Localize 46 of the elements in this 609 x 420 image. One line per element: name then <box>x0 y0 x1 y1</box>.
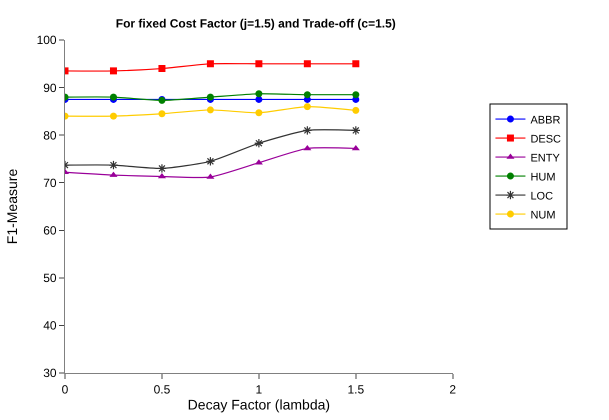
point <box>255 109 262 116</box>
legend-label: HUM <box>530 171 556 184</box>
point <box>255 96 262 103</box>
point <box>206 60 214 68</box>
x-tick-label: 2 <box>449 382 456 396</box>
y-tick-label: 90 <box>43 80 57 95</box>
point <box>352 60 360 68</box>
point <box>352 144 360 150</box>
y-tick-label: 100 <box>36 33 57 48</box>
point <box>304 91 311 98</box>
legend-label: DESC <box>530 133 562 146</box>
point <box>351 126 361 136</box>
point <box>255 90 262 98</box>
y-tick-label: 80 <box>43 128 57 142</box>
point <box>110 112 117 120</box>
point <box>352 106 360 114</box>
legend-label: ABBR <box>530 114 560 126</box>
point <box>302 126 312 136</box>
x-tick-label: 0 <box>62 382 69 396</box>
x-axis-title: Decay Factor (lambda) <box>188 396 330 412</box>
y-tick-label: 50 <box>43 271 57 286</box>
point <box>352 91 360 98</box>
point <box>255 60 262 68</box>
point <box>206 156 216 166</box>
point <box>157 164 167 174</box>
legend-label: ENTY <box>530 152 560 164</box>
point <box>158 65 166 72</box>
point <box>110 67 117 74</box>
legend-label: LOC <box>530 190 554 202</box>
point <box>206 106 214 114</box>
x-tick-label: 1 <box>256 382 263 396</box>
chart-title: For fixed Cost Factor (j=1.5) and Trade-off (c=1.5) <box>116 16 396 30</box>
legend-label: NUM <box>530 209 556 222</box>
y-tick-label: 60 <box>43 223 57 238</box>
y-axis-title: F1-Measure <box>4 168 20 244</box>
y-tick-label: 30 <box>43 366 57 380</box>
point <box>303 144 312 150</box>
point <box>254 138 264 148</box>
point <box>304 60 311 68</box>
point <box>304 103 311 110</box>
point <box>158 110 166 118</box>
x-tick-label: 1.5 <box>347 382 364 396</box>
y-tick-label: 40 <box>43 318 57 333</box>
point <box>108 160 118 170</box>
x-tick-label: 0.5 <box>154 382 171 396</box>
y-tick-label: 70 <box>43 176 57 190</box>
